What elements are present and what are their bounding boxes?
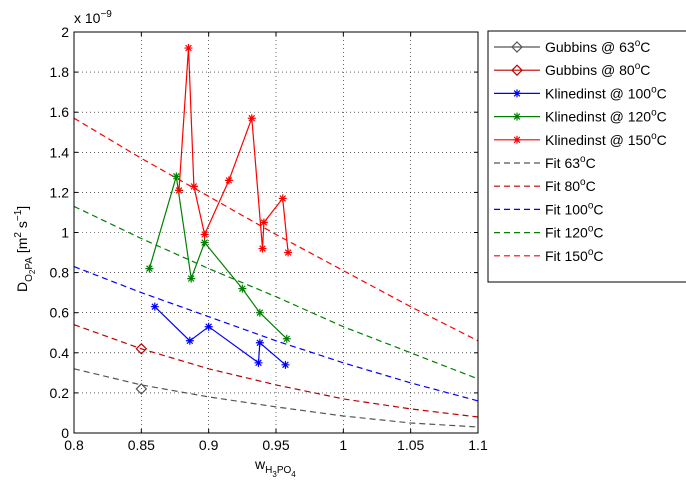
legend-marker [511, 64, 523, 77]
legend-item: Klinedinst @ 100oC [494, 84, 667, 101]
y-tick-label: 0.6 [50, 305, 70, 321]
x-tick-label: 1.05 [397, 437, 424, 453]
series-line [154, 306, 286, 366]
data-point [281, 360, 290, 369]
y-tick-label: 0.2 [50, 385, 70, 401]
x-tick-label: 0.85 [128, 437, 155, 453]
legend-item: Fit 63oC [494, 154, 596, 171]
data-point [150, 302, 159, 311]
y-multiplier: x 10−9 [74, 9, 112, 26]
y-tick-label: 1 [61, 225, 69, 241]
data-point [172, 172, 181, 181]
data-point [135, 342, 148, 355]
data-point [200, 230, 209, 239]
data-point [135, 383, 148, 395]
data-point [238, 284, 247, 293]
x-tick-label: 0.9 [199, 437, 219, 453]
series-line [73, 324, 479, 418]
legend-item: Fit 80oC [494, 177, 596, 194]
series-fit-120-c [73, 205, 479, 380]
axis-ticks [73, 31, 479, 434]
series-fit-63-c [73, 368, 479, 428]
data-point [145, 264, 154, 273]
legend-item: Gubbins @ 63oC [494, 38, 650, 55]
legend-label: Fit 150oC [545, 247, 604, 264]
legend-item: Fit 120oC [494, 224, 604, 241]
y-tick-label: 0 [61, 425, 69, 441]
series-fit-100-c [73, 266, 479, 402]
data-point [278, 194, 287, 203]
series-line [73, 205, 479, 380]
data-point [247, 114, 256, 123]
data-point [282, 334, 291, 343]
series-line [73, 266, 479, 402]
legend-item: Fit 100oC [494, 200, 604, 217]
legend-label: Fit 120oC [545, 224, 604, 241]
data-point [224, 176, 233, 185]
legend-label: Gubbins @ 80oC [545, 61, 650, 78]
x-tick-label: 0.8 [64, 437, 84, 453]
data-point [187, 274, 196, 283]
y-axis-label: DO2PA [m2 s−1] [13, 206, 37, 292]
legend-item: Klinedinst @ 120oC [494, 108, 667, 125]
series-gubbins-63-c [135, 383, 148, 395]
series-fit-150-c [73, 117, 479, 342]
legend-label: Klinedinst @ 150oC [545, 131, 667, 148]
y-tick-label: 2 [61, 24, 69, 40]
legend-box [487, 30, 686, 283]
series-klinedinst-100-c [150, 302, 290, 369]
x-tick-label: 0.95 [262, 437, 289, 453]
x-axis-label: wH3PO4 [254, 456, 296, 479]
legend-item: Klinedinst @ 150oC [494, 131, 667, 148]
grid [74, 32, 478, 433]
x-tick-labels: 0.8 0.85 0.9 0.95 1 1.05 1.1 [64, 437, 488, 453]
y-tick-label: 1.8 [50, 64, 70, 80]
legend-label: Fit 100oC [545, 200, 604, 217]
y-tick-labels: 0 0.2 0.4 0.6 0.8 1 1.2 1.4 1.6 1.8 2 [50, 24, 70, 441]
y-tick-label: 1.6 [50, 104, 70, 120]
legend-marker [513, 89, 521, 98]
y-tick-label: 0.8 [50, 265, 70, 281]
data-point [200, 238, 209, 247]
data-point [255, 338, 264, 347]
legend: Gubbins @ 63oC Gubbins @ 80oC Klinedinst @… [487, 30, 686, 283]
data-point [189, 182, 198, 191]
data-point [185, 336, 194, 345]
data-point [259, 218, 268, 227]
series-line [178, 47, 289, 253]
fit-lines [73, 117, 479, 428]
legend-marker [511, 41, 523, 53]
legend-label: Fit 80oC [545, 177, 596, 194]
data-point [254, 358, 263, 367]
data-point [258, 244, 267, 253]
series-klinedinst-150-c [175, 44, 293, 257]
legend-marker [513, 135, 521, 144]
legend-label: Gubbins @ 63oC [545, 38, 650, 55]
legend-label: Klinedinst @ 100oC [545, 84, 667, 101]
data-point [255, 308, 264, 317]
x-tick-label: 1.1 [468, 437, 488, 453]
y-tick-label: 1.2 [50, 184, 70, 200]
series-fit-80-c [73, 324, 479, 418]
data-point [184, 44, 193, 53]
data-point [284, 248, 293, 257]
plot-area: 0.8 0.85 0.9 0.95 1 1.05 1.1 0 0.2 0.4 0.6 0.8 1 1.2… [50, 24, 488, 453]
y-tick-label: 1.4 [50, 144, 70, 160]
series-line [73, 368, 479, 428]
series-klinedinst-120-c [145, 172, 291, 343]
legend-label: Fit 63oC [545, 154, 596, 171]
data-lines [135, 44, 293, 395]
series-line [73, 117, 479, 342]
legend-item: Gubbins @ 80oC [494, 61, 650, 78]
legend-item: Fit 150oC [494, 247, 604, 264]
x-tick-label: 1 [339, 437, 347, 453]
legend-marker [513, 112, 521, 121]
y-tick-label: 0.4 [50, 345, 70, 361]
legend-label: Klinedinst @ 120oC [545, 108, 667, 125]
data-point [204, 322, 213, 331]
series-gubbins-80-c [135, 342, 148, 355]
data-point [175, 186, 184, 195]
